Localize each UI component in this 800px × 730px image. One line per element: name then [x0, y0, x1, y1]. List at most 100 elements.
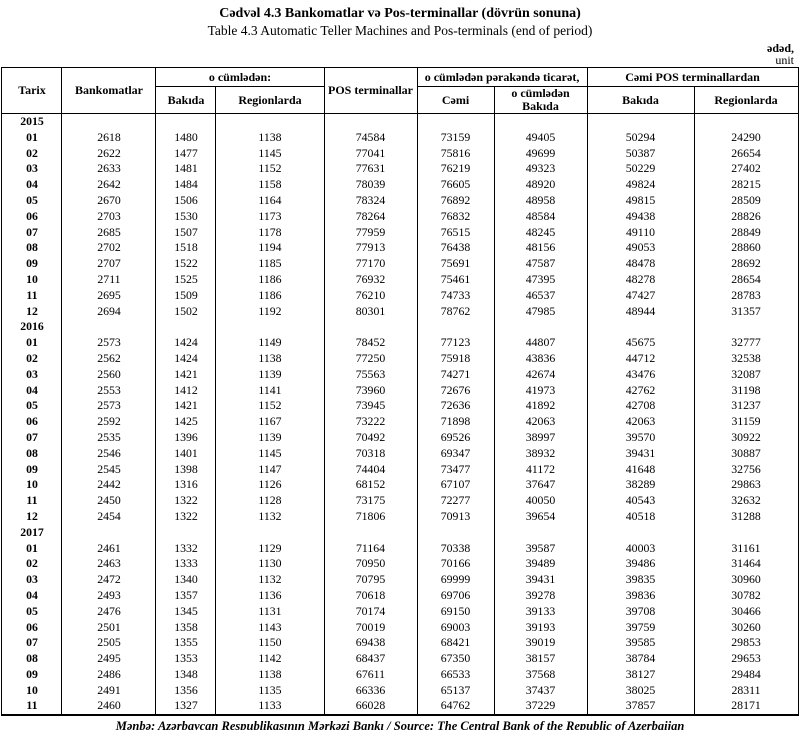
value-cell: 1152	[215, 161, 325, 178]
month-cell: 03	[1, 572, 63, 588]
value-cell: 1322	[155, 493, 217, 509]
value-cell: 42063	[493, 414, 588, 430]
data-row: 06 2501 1358 1143 70019 69003 39193 39759 30260	[1, 619, 799, 636]
month-cell: 04	[1, 587, 63, 604]
value-cell: 76210	[323, 287, 418, 304]
value-cell: 1167	[215, 414, 325, 430]
value-cell: 28509	[693, 192, 799, 209]
value-cell: 44712	[586, 350, 695, 367]
empty-cell	[155, 319, 217, 336]
value-cell: 68421	[416, 635, 495, 652]
value-cell: 2553	[61, 382, 157, 399]
data-row: 05 2670 1506 1164 78324 76892 48958 49815 28509	[1, 192, 799, 209]
value-cell: 2493	[61, 587, 157, 604]
value-cell: 1136	[215, 587, 325, 604]
value-cell: 1143	[215, 619, 325, 636]
value-cell: 28783	[693, 287, 799, 304]
month-cell: 08	[1, 651, 63, 667]
col-group-cemi-pos-terminallardan: Cəmi POS terminallardan	[586, 67, 799, 87]
month-cell: 10	[1, 682, 63, 699]
empty-cell	[215, 113, 325, 130]
value-cell: 39133	[493, 603, 588, 620]
value-cell: 1357	[155, 587, 217, 604]
value-cell: 48944	[586, 303, 695, 320]
value-cell: 75918	[416, 350, 495, 367]
atm-pos-table: Tarix Bankomatlar o cümlədən: POS termin…	[1, 67, 799, 717]
value-cell: 50387	[586, 145, 695, 162]
value-cell: 47587	[493, 256, 588, 272]
col-group-o-cumleden: o cümlədən:	[155, 67, 325, 87]
value-cell: 2495	[61, 651, 157, 667]
value-cell: 2460	[61, 698, 157, 716]
value-cell: 39570	[586, 429, 695, 446]
month-cell: 09	[1, 256, 63, 272]
data-row: 10 2491 1356 1135 66336 65137 37437 38025 28311	[1, 682, 799, 699]
value-cell: 76605	[416, 177, 495, 193]
value-cell: 1133	[215, 698, 325, 716]
data-row: 08 2546 1401 1145 70318 69347 38932 39431 30887	[1, 445, 799, 462]
month-cell: 05	[1, 603, 63, 620]
value-cell: 1333	[155, 556, 217, 573]
value-cell: 66533	[416, 666, 495, 683]
value-cell: 42762	[586, 382, 695, 399]
value-cell: 42063	[586, 414, 695, 430]
value-cell: 1396	[155, 429, 217, 446]
year-row: 2015	[1, 113, 799, 130]
col-header-bankomatlar: Bankomatlar	[61, 67, 157, 114]
value-cell: 76892	[416, 192, 495, 209]
month-cell: 12	[1, 508, 63, 525]
data-row: 03 2472 1340 1132 70795 69999 39431 39835 30960	[1, 572, 799, 588]
data-row: 07 2535 1396 1139 70492 69526 38997 39570 30922	[1, 429, 799, 446]
month-cell: 11	[1, 493, 63, 509]
empty-cell	[323, 524, 418, 541]
value-cell: 30466	[693, 603, 799, 620]
value-cell: 1509	[155, 287, 217, 304]
value-cell: 70318	[323, 445, 418, 462]
value-cell: 39431	[586, 445, 695, 462]
value-cell: 29863	[693, 477, 799, 494]
value-cell: 28171	[693, 698, 799, 716]
value-cell: 69150	[416, 603, 495, 620]
value-cell: 29853	[693, 635, 799, 652]
value-cell: 32087	[693, 366, 799, 383]
value-cell: 2703	[61, 208, 157, 225]
value-cell: 1129	[215, 540, 325, 557]
value-cell: 39585	[586, 635, 695, 652]
value-cell: 30960	[693, 572, 799, 588]
value-cell: 70492	[323, 429, 418, 446]
value-cell: 1340	[155, 572, 217, 588]
value-cell: 1421	[155, 398, 217, 415]
empty-cell	[61, 524, 157, 541]
year-cell: 2017	[1, 524, 63, 541]
value-cell: 48478	[586, 256, 695, 272]
value-cell: 1332	[155, 540, 217, 557]
empty-cell	[693, 524, 799, 541]
value-cell: 1158	[215, 177, 325, 193]
value-cell: 50294	[586, 129, 695, 146]
value-cell: 76438	[416, 240, 495, 257]
value-cell: 24290	[693, 129, 799, 146]
month-cell: 02	[1, 145, 63, 162]
value-cell: 28311	[693, 682, 799, 699]
empty-cell	[323, 319, 418, 336]
value-cell: 69347	[416, 445, 495, 462]
value-cell: 28215	[693, 177, 799, 193]
value-cell: 2476	[61, 603, 157, 620]
value-cell: 1507	[155, 224, 217, 241]
month-cell: 10	[1, 271, 63, 288]
value-cell: 1139	[215, 366, 325, 383]
value-cell: 1358	[155, 619, 217, 636]
value-cell: 67107	[416, 477, 495, 494]
value-cell: 74271	[416, 366, 495, 383]
value-cell: 1126	[215, 477, 325, 494]
value-cell: 66336	[323, 682, 418, 699]
value-cell: 48584	[493, 208, 588, 225]
value-cell: 37437	[493, 682, 588, 699]
value-cell: 70019	[323, 619, 418, 636]
value-cell: 39489	[493, 556, 588, 573]
empty-cell	[323, 113, 418, 130]
value-cell: 42674	[493, 366, 588, 383]
month-cell: 06	[1, 208, 63, 225]
col-header-bakida: Bakıda	[155, 86, 217, 114]
value-cell: 39835	[586, 572, 695, 588]
